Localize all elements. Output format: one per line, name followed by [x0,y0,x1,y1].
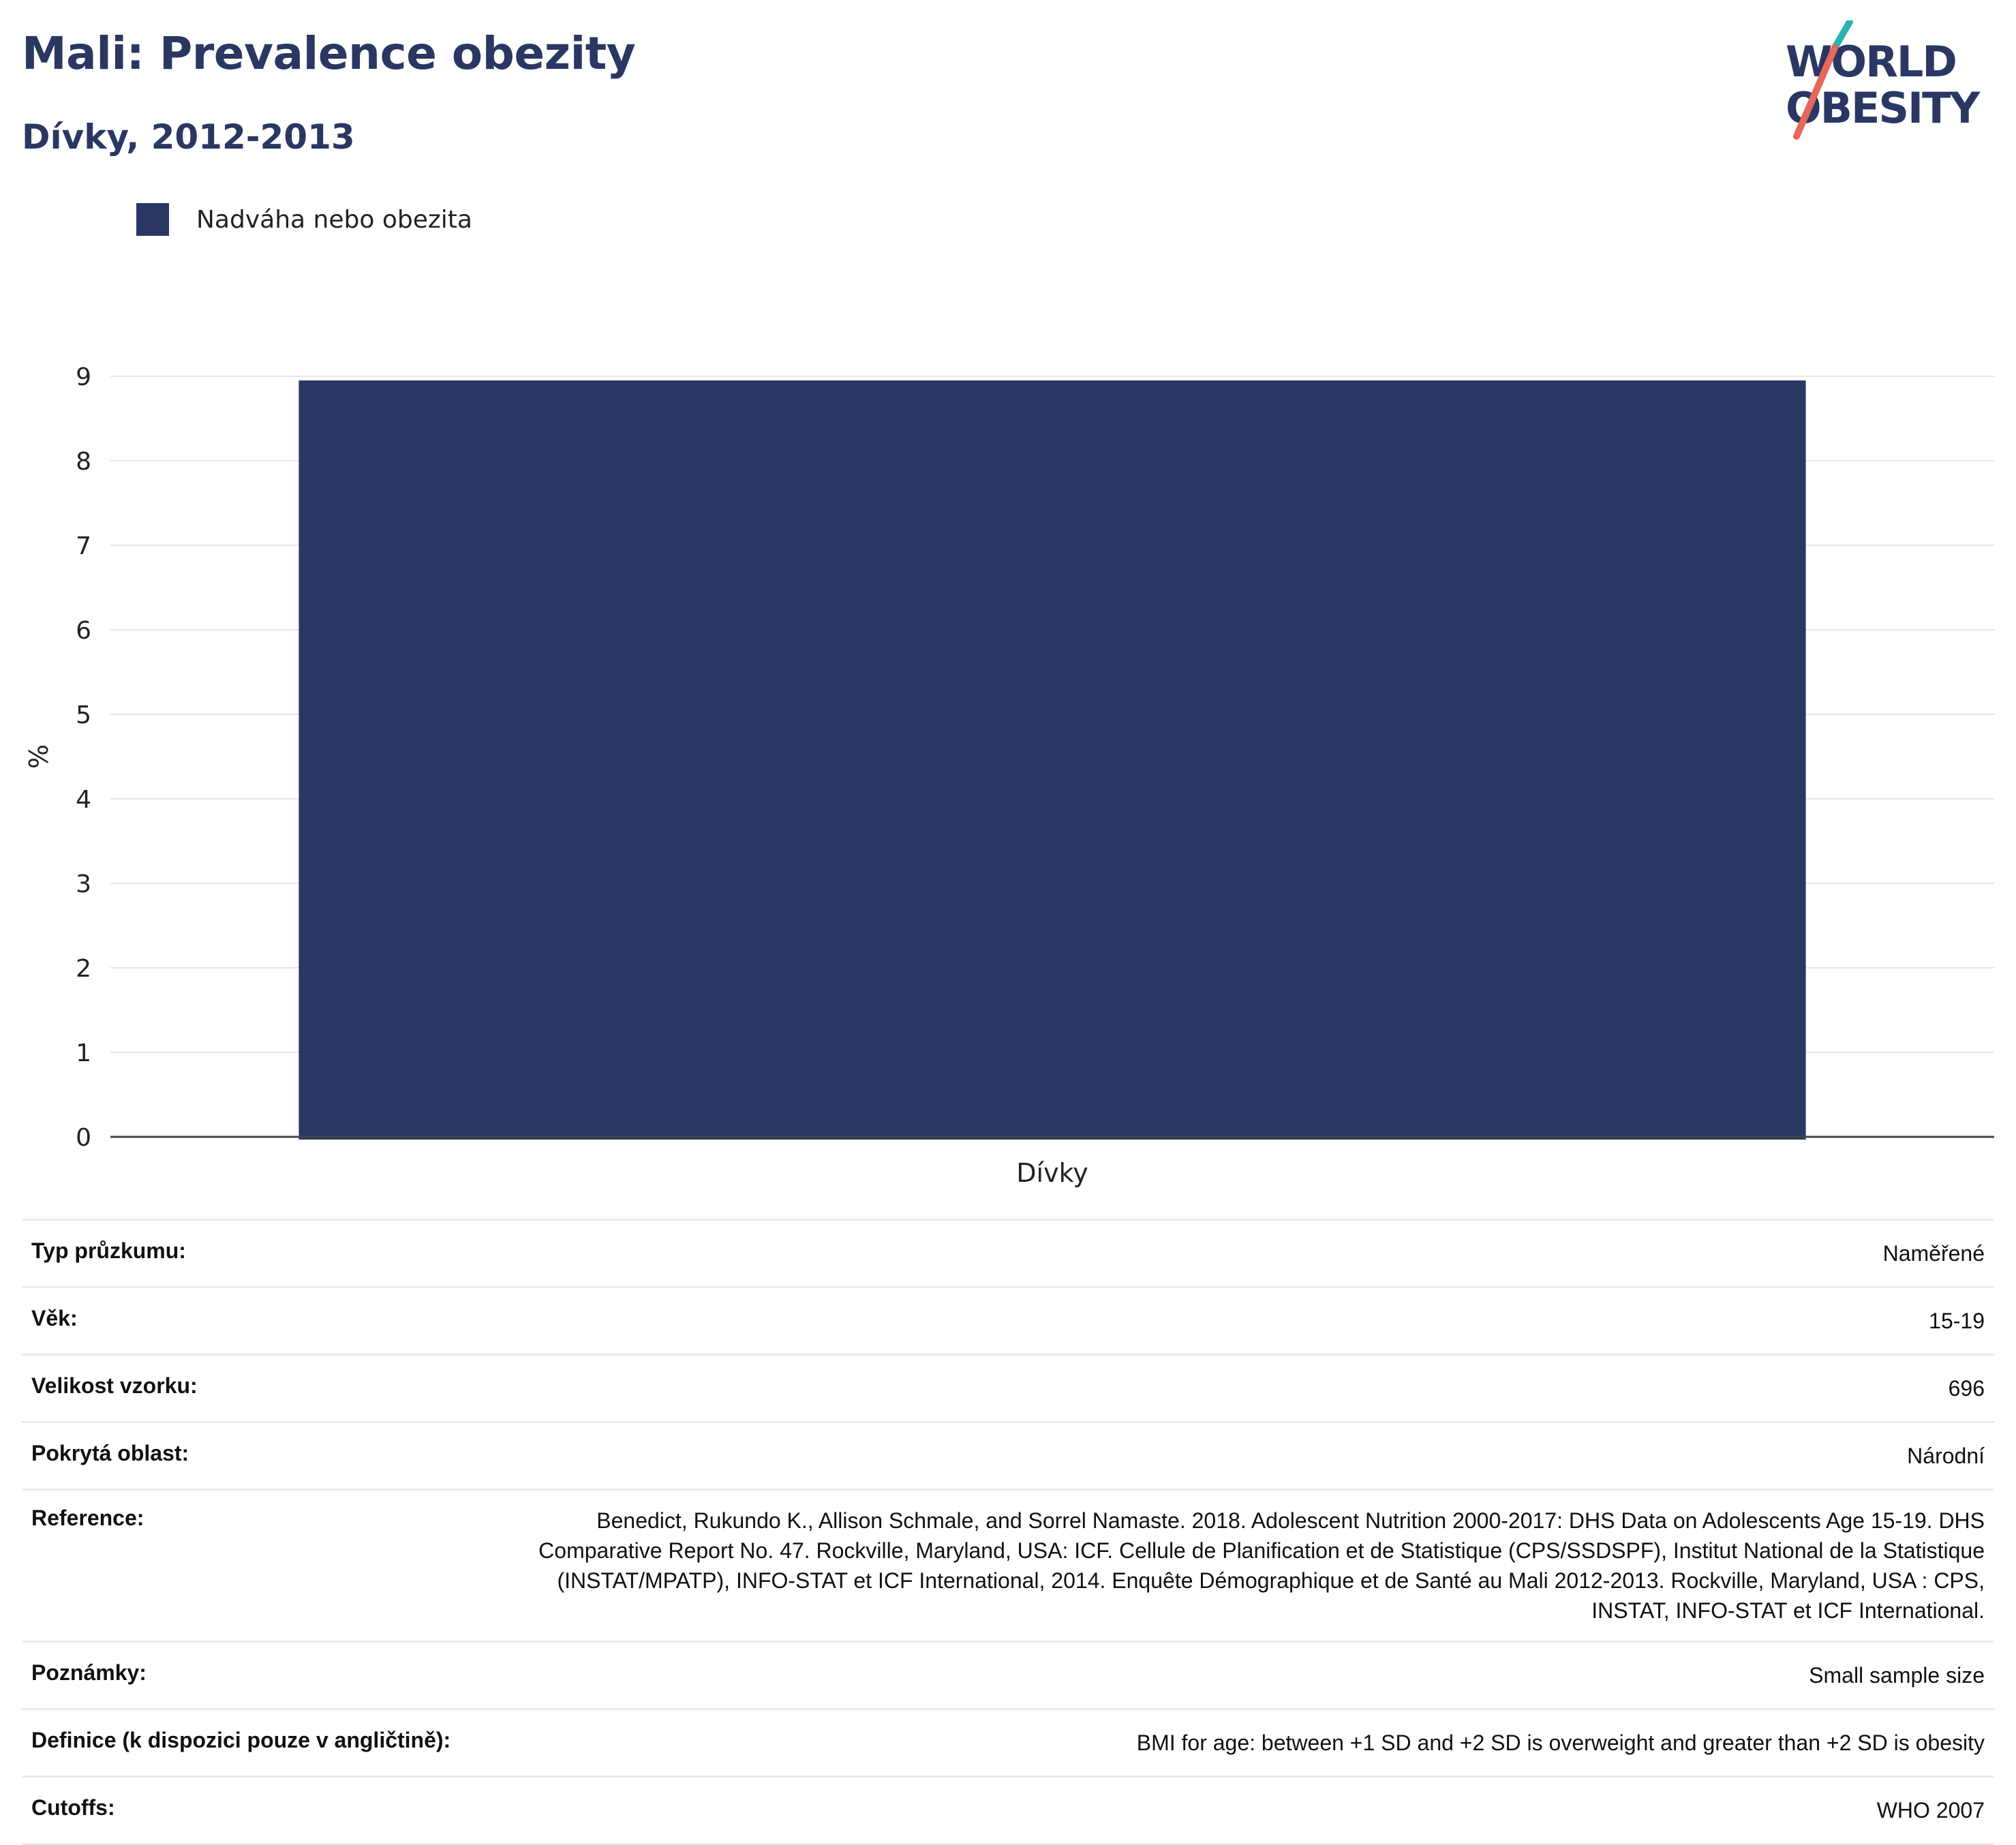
info-value: BMI for age: between +1 SD and +2 SD is … [518,1708,1994,1777]
info-key: Pokrytá oblast: [22,1421,518,1490]
info-key: Typ průzkumu: [22,1219,518,1287]
y-tick-label: 9 [76,363,91,391]
info-row: Věk: 15-19 [22,1286,1994,1355]
info-value: Naměřené [518,1219,1994,1287]
info-key: Poznámky: [22,1641,518,1709]
info-row: Typ průzkumu: Naměřené [22,1219,1994,1287]
info-value: 696 [518,1354,1994,1422]
bar-chart: 0 1 2 3 4 5 6 7 8 9 Dívky % [24,363,1994,1188]
y-axis-label: % [24,744,54,769]
info-key: Reference: [22,1489,518,1642]
world-obesity-logo: WORLD OBESITY [1786,20,1982,140]
svg-text:WORLD: WORLD [1786,37,1956,87]
survey-info-table: Typ průzkumu: Naměřené Věk: 15-19 Velikost v… [22,1219,1994,1845]
y-tick-label: 8 [76,448,91,476]
y-tick-label: 0 [76,1124,91,1152]
info-row: Definice (k dispozici pouze v angličtině… [22,1708,1994,1777]
y-tick-label: 1 [76,1039,91,1067]
y-tick-label: 6 [76,617,91,645]
info-key: Velikost vzorku: [22,1354,518,1422]
y-tick-label: 3 [76,870,91,898]
chart-legend: Nadváha nebo obezita [136,203,472,236]
y-tick-label: 5 [76,701,91,729]
legend-swatch [136,203,169,236]
bar[interactable] [299,380,1806,1140]
info-value: WHO 2007 [518,1775,1994,1845]
info-key: Cutoffs: [22,1775,518,1845]
info-value: 15-19 [518,1286,1994,1355]
chart-title: Mali: Prevalence obezity [22,27,636,80]
legend-label: Nadváha nebo obezita [196,205,472,234]
info-row: Cutoffs: WHO 2007 [22,1775,1994,1845]
y-tick-label: 7 [76,532,91,560]
chart-subtitle: Dívky, 2012-2013 [22,117,355,157]
info-value: Small sample size [518,1641,1994,1709]
info-row: Velikost vzorku: 696 [22,1354,1994,1422]
info-value: Benedict, Rukundo K., Allison Schmale, a… [518,1489,1994,1642]
y-tick-label: 2 [76,955,91,983]
y-tick-label: 4 [76,786,91,814]
info-key: Definice (k dispozici pouze v angličtině… [22,1708,518,1777]
x-tick-label: Dívky [1016,1158,1088,1188]
info-row: Pokrytá oblast: Národní [22,1421,1994,1490]
info-row: Poznámky: Small sample size [22,1641,1994,1709]
info-row: Reference: Benedict, Rukundo K., Allison … [22,1489,1994,1642]
info-key: Věk: [22,1286,518,1355]
info-value: Národní [518,1421,1994,1490]
